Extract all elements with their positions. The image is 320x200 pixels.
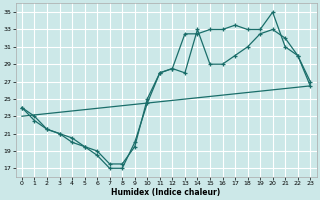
X-axis label: Humidex (Indice chaleur): Humidex (Indice chaleur) [111,188,221,197]
